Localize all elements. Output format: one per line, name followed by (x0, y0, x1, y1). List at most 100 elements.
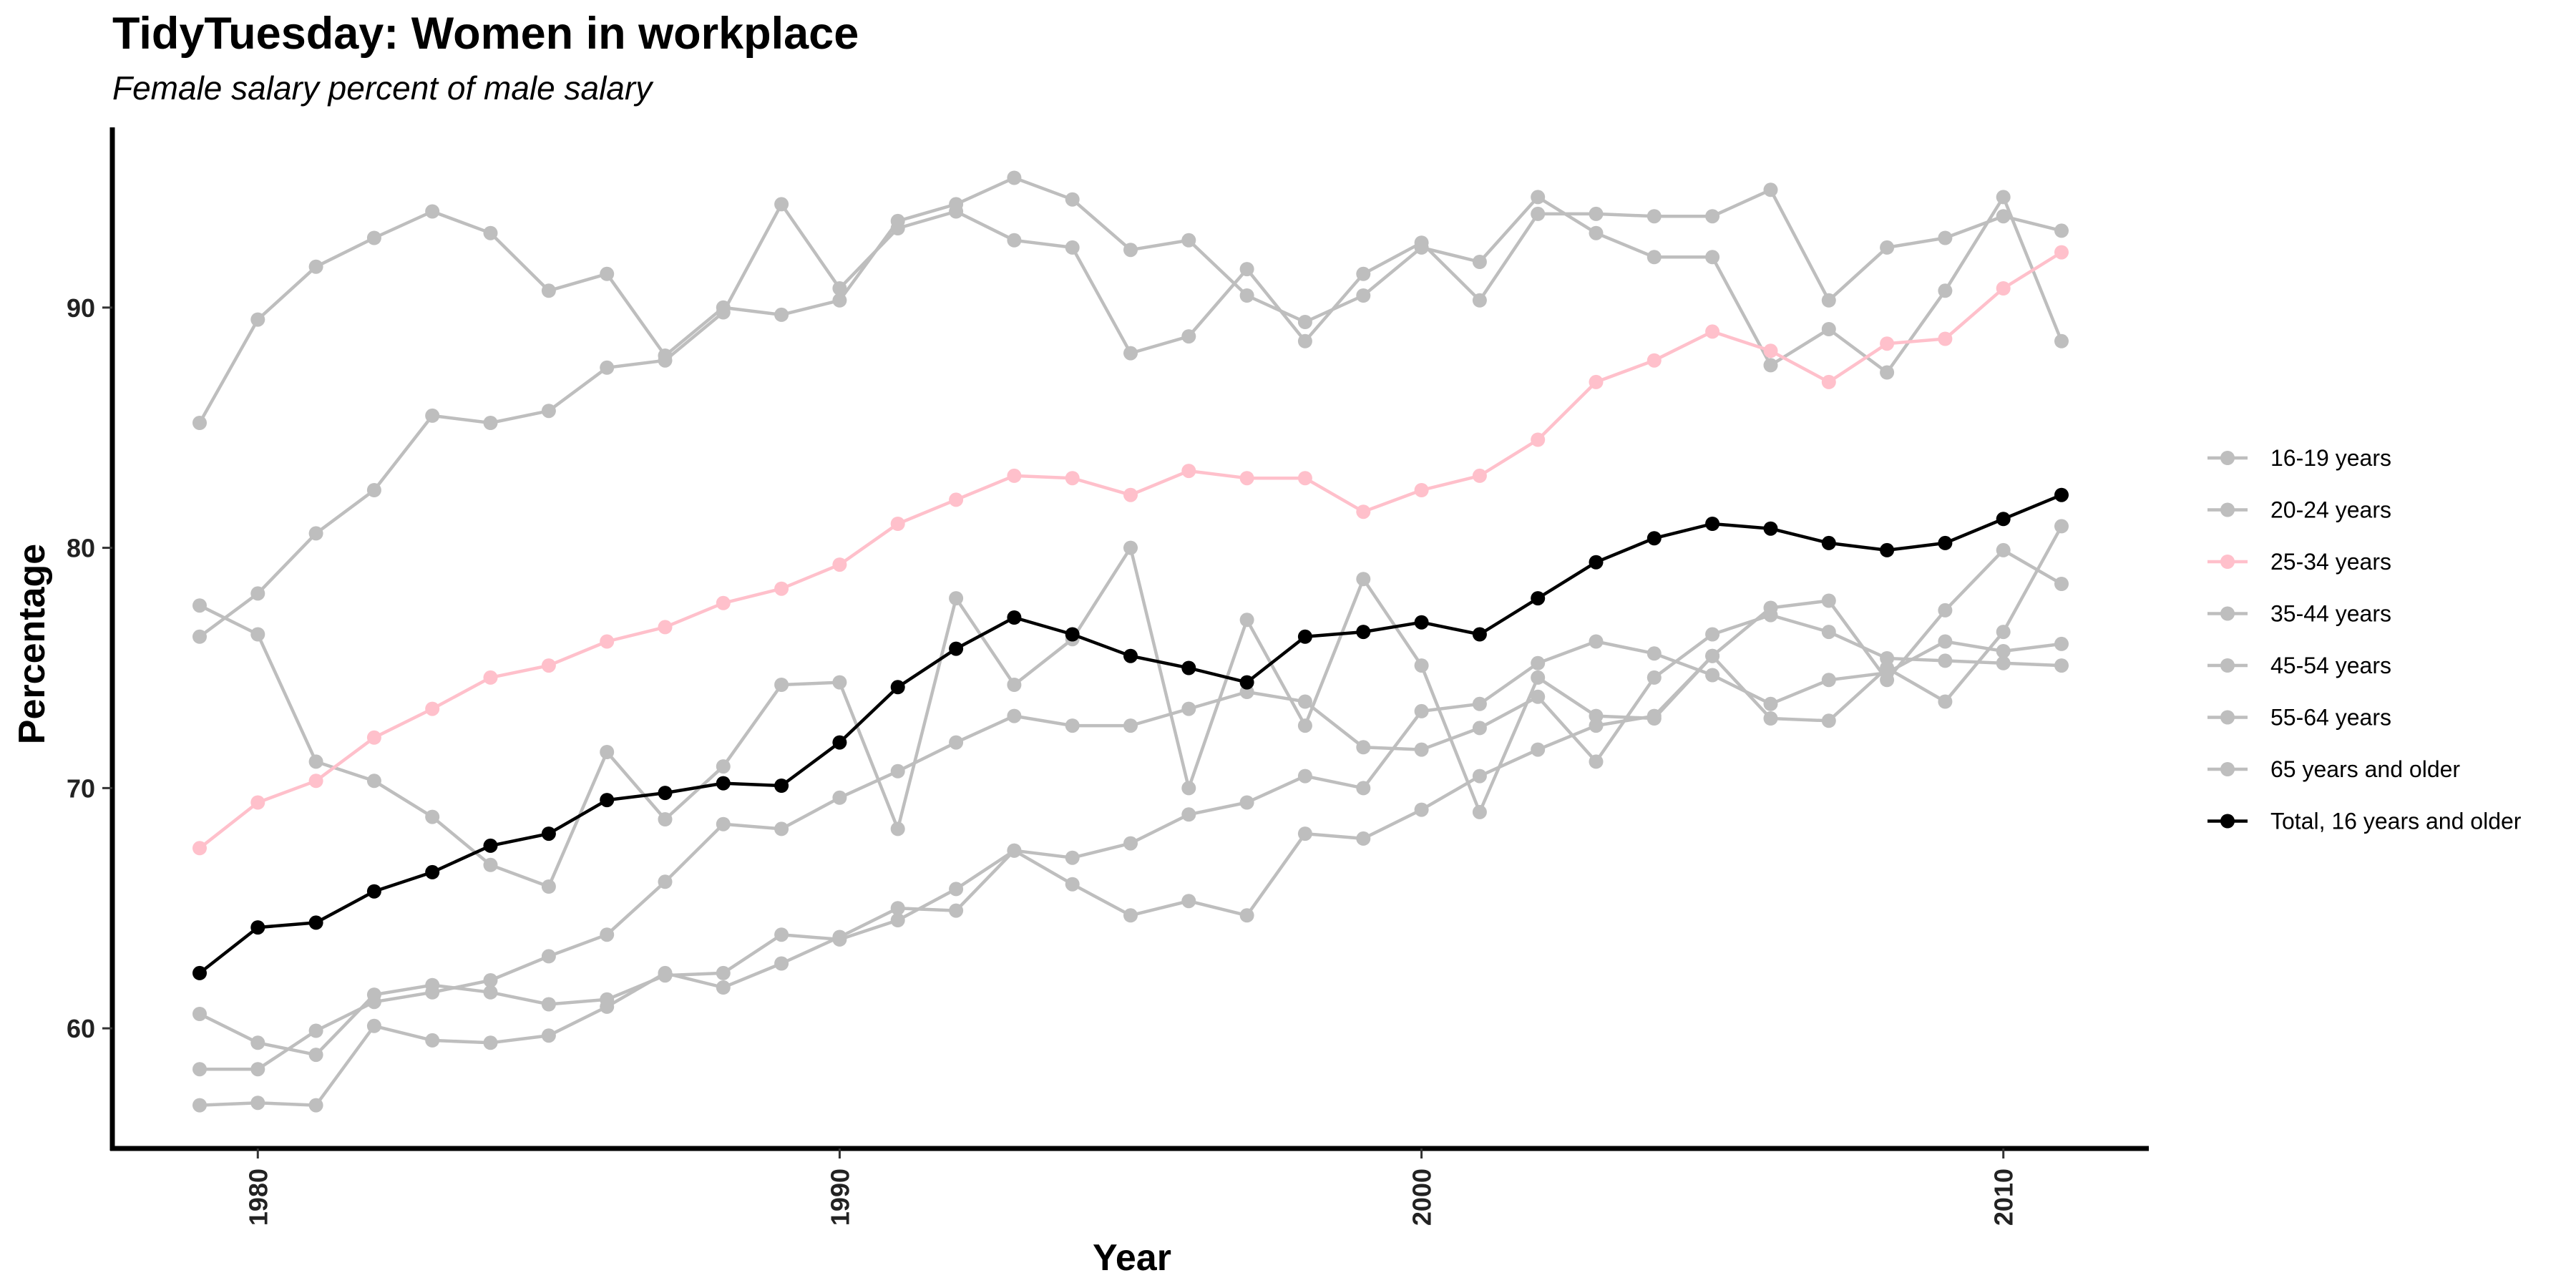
data-point (1996, 209, 2011, 224)
data-point (1646, 646, 1662, 661)
chart-subtitle: Female salary percent of male salary (112, 69, 653, 107)
data-point (1356, 266, 1371, 281)
data-point (600, 360, 615, 375)
data-point (250, 920, 265, 935)
data-point (774, 927, 789, 942)
data-point (774, 779, 789, 793)
data-point (1589, 206, 1604, 221)
data-point (890, 821, 905, 836)
data-point (1821, 535, 1836, 550)
data-point (425, 701, 440, 716)
legend-entry: 65 years and older (2207, 756, 2460, 782)
data-point (1356, 572, 1371, 587)
data-point (366, 774, 381, 789)
data-point (541, 658, 556, 673)
x-tick-label: 2000 (1407, 1169, 1437, 1226)
data-point (2054, 577, 2069, 591)
data-point (1123, 346, 1138, 361)
data-point (250, 312, 265, 327)
legend-key-point (2220, 658, 2235, 673)
data-point (600, 793, 615, 808)
data-point (1356, 740, 1371, 755)
data-point (1065, 718, 1080, 733)
data-point (1297, 826, 1312, 841)
data-point (308, 1048, 323, 1063)
legend-key-point (2220, 710, 2235, 725)
data-point (774, 821, 789, 836)
data-point (1821, 593, 1836, 608)
chart-title: TidyTuesday: Women in workplace (112, 9, 859, 59)
data-point (1472, 293, 1487, 308)
data-point (1531, 206, 1546, 221)
series-line (198, 493, 2062, 975)
series-group (192, 170, 2069, 1113)
data-point (1472, 696, 1487, 711)
data-point (1007, 708, 1022, 723)
data-point (1938, 694, 1953, 709)
data-point (308, 774, 323, 789)
data-point (1996, 190, 2011, 205)
legend-label: 55-64 years (2270, 705, 2391, 731)
data-point (1763, 343, 1778, 358)
data-point (425, 408, 440, 423)
data-point (1996, 644, 2011, 658)
data-point (1065, 192, 1080, 207)
data-point (1996, 281, 2011, 296)
data-point (1414, 703, 1429, 718)
data-point (1181, 329, 1196, 344)
data-point (832, 281, 847, 296)
data-point (2054, 333, 2069, 348)
data-point (1646, 670, 1662, 685)
data-point (192, 841, 207, 856)
data-point (308, 1098, 323, 1113)
data-point (483, 670, 498, 685)
data-point (308, 754, 323, 769)
data-point (1763, 711, 1778, 726)
data-point (1297, 315, 1312, 329)
data-point (890, 763, 905, 779)
data-point (1531, 432, 1546, 447)
data-point (600, 266, 615, 281)
series-45-54-years (192, 634, 2069, 1063)
series-line (199, 546, 2063, 889)
data-point (1239, 795, 1254, 810)
data-point (250, 1096, 265, 1111)
data-point (1531, 689, 1546, 704)
data-point (1705, 668, 1720, 683)
data-point (1938, 653, 1953, 668)
data-point (541, 1028, 556, 1043)
data-point (541, 283, 556, 298)
data-point (1007, 678, 1022, 692)
data-point (1181, 660, 1196, 675)
data-point (541, 404, 556, 419)
data-point (1646, 209, 1662, 224)
data-point (1589, 555, 1604, 570)
data-point (658, 965, 673, 980)
data-point (1589, 374, 1604, 389)
data-point (1472, 255, 1487, 269)
legend-entry: 45-54 years (2207, 653, 2391, 678)
data-point (483, 857, 498, 872)
data-point (1297, 629, 1312, 644)
data-point (1996, 542, 2011, 557)
data-point (600, 999, 615, 1014)
data-point (1007, 468, 1022, 483)
data-point (1646, 353, 1662, 368)
data-point (949, 204, 964, 219)
data-point (192, 1062, 207, 1077)
data-point (1472, 468, 1487, 483)
data-point (1472, 804, 1487, 819)
data-point (1414, 742, 1429, 757)
data-point (1123, 487, 1138, 502)
data-point (366, 995, 381, 1010)
legend-entry: 55-64 years (2207, 705, 2391, 731)
data-point (716, 305, 731, 320)
data-point (1938, 535, 1953, 550)
data-point (425, 809, 440, 824)
series-line (199, 525, 2063, 1107)
data-point (1356, 831, 1371, 846)
data-point (1705, 250, 1720, 265)
data-point (716, 759, 731, 774)
data-point (658, 812, 673, 826)
data-point (1705, 209, 1720, 224)
